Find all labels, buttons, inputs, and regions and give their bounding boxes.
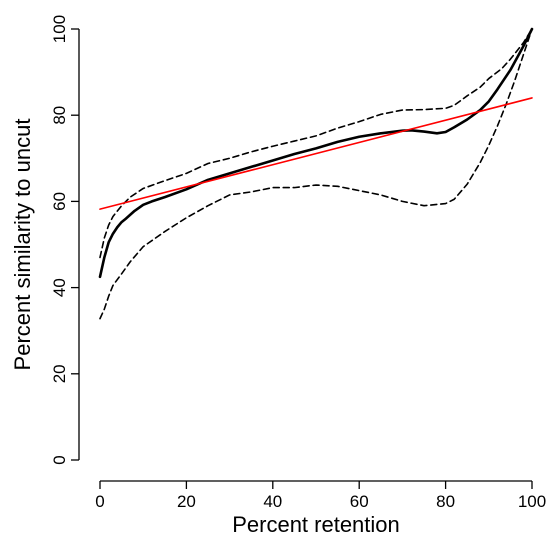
upper-band-curve: [99, 28, 533, 259]
x-tick-label: 80: [436, 492, 455, 511]
y-tick-label: 80: [50, 106, 69, 125]
axes: 0 20 40 60 80 100 0 20 40 60 80 100: [50, 15, 546, 511]
x-tick-label: 20: [177, 492, 196, 511]
plot-series: [98, 27, 534, 320]
y-tick-label: 20: [50, 364, 69, 383]
x-tick-label: 60: [350, 492, 369, 511]
lower-band-curve: [99, 28, 533, 320]
y-tick-label: 40: [50, 278, 69, 297]
linear-fit-line: [99, 97, 533, 210]
y-tick-label: 60: [50, 192, 69, 211]
x-axis-title: Percent retention: [232, 512, 400, 537]
x-tick-label: 0: [95, 492, 104, 511]
y-axis-title: Percent similarity to uncut: [10, 119, 35, 371]
mean-curve: [98, 27, 534, 279]
x-tick-label: 40: [263, 492, 282, 511]
y-tick-label: 0: [50, 455, 69, 464]
x-tick-label: 100: [518, 492, 546, 511]
y-tick-label: 100: [50, 15, 69, 43]
